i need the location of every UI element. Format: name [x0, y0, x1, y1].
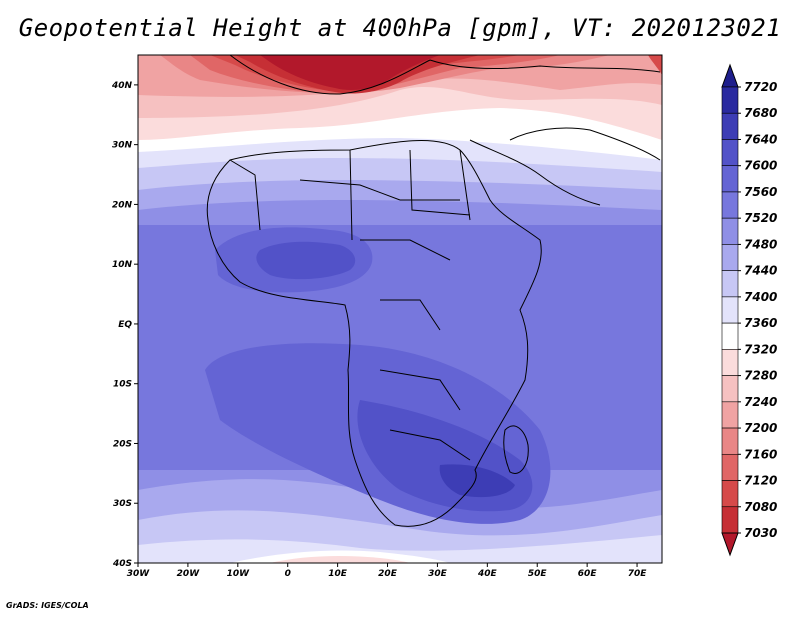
colorbar-label: 7080: [744, 500, 777, 514]
y-tick-label: 30S: [113, 499, 132, 509]
y-tick-label: 30N: [112, 141, 133, 151]
colorbar-label: 7600: [744, 159, 777, 173]
colorbar-segment: [721, 112, 739, 140]
colorbar-label: 7160: [744, 447, 777, 461]
colorbar-label: 7720: [744, 80, 777, 94]
x-tick-label: 60E: [578, 569, 598, 579]
colorbar-segment: [721, 217, 739, 245]
colorbar-segment: [721, 480, 739, 508]
colorbar-segment: [721, 453, 739, 481]
x-tick-label: 0: [285, 569, 291, 579]
x-tick-label: 50E: [528, 569, 548, 579]
longitude-axis: 30W 20W 10W 0 10E 20E 30E 40E 50E 60E 70E: [127, 563, 647, 579]
colorbar-label: 7640: [744, 132, 777, 146]
y-tick-label: 10N: [112, 260, 133, 270]
latitude-axis: 40N 30N 20N 10N EQ 10S 20S 30S 40S: [111, 81, 138, 569]
colorbar-label: 7120: [744, 474, 777, 488]
colorbar-label: 7280: [744, 369, 777, 383]
colorbar-segment: [721, 401, 739, 429]
colorbar-label: 7320: [744, 342, 777, 356]
coastlines-borders: [206, 55, 661, 527]
grads-credit: GrADS: IGES/COLA: [6, 601, 89, 610]
colorbar-label: 7400: [744, 290, 777, 304]
y-tick-label: 10S: [113, 380, 132, 390]
colorbar-segment: [721, 165, 739, 193]
colorbar-min-triangle: [721, 532, 739, 557]
x-tick-label: 30E: [428, 569, 448, 579]
colorbar-label: 7240: [744, 395, 777, 409]
y-tick-label: EQ: [118, 320, 132, 330]
y-tick-label: 20S: [113, 439, 132, 449]
colorbar-segment: [721, 270, 739, 298]
colorbar-label: 7360: [744, 316, 777, 330]
colorbar-segment: [721, 375, 739, 403]
colorbar-label: 7440: [744, 264, 777, 278]
x-tick-label: 20E: [378, 569, 398, 579]
colorbar-label: 7560: [744, 185, 777, 199]
chart-title: Geopotential Height at 400hPa [gpm], VT:…: [18, 14, 782, 42]
colorbar-segment: [721, 322, 739, 350]
colorbar-segment: [721, 86, 739, 114]
x-tick-label: 70E: [628, 569, 648, 579]
colorbar-label: 7480: [744, 237, 777, 251]
colorbar: 7720 7680 7640 7600 7560 7520 7480 7440 7400 7360…: [721, 63, 777, 557]
colorbar-label: 7520: [744, 211, 777, 225]
y-tick-label: 40N: [111, 81, 133, 91]
contour-fill-field: [138, 55, 662, 563]
x-tick-label: 10E: [328, 569, 348, 579]
x-tick-label: 20W: [177, 569, 201, 579]
x-tick-label: 10W: [227, 569, 251, 579]
colorbar-label: 7200: [744, 421, 777, 435]
colorbar-segment: [721, 427, 739, 455]
colorbar-segment: [721, 244, 739, 271]
colorbar-segment: [721, 191, 739, 219]
colorbar-segment: [721, 296, 739, 324]
y-tick-label: 20N: [112, 200, 133, 210]
colorbar-max-triangle: [721, 63, 739, 88]
colorbar-segment: [721, 506, 739, 534]
y-tick-label: 40S: [112, 559, 132, 569]
x-tick-label: 40E: [477, 569, 498, 579]
colorbar-label: 7680: [744, 106, 777, 120]
colorbar-label: 7030: [744, 526, 777, 540]
map-frame: [137, 54, 663, 564]
x-tick-label: 30W: [127, 569, 151, 579]
colorbar-segment: [721, 349, 739, 376]
colorbar-segment: [721, 139, 739, 167]
